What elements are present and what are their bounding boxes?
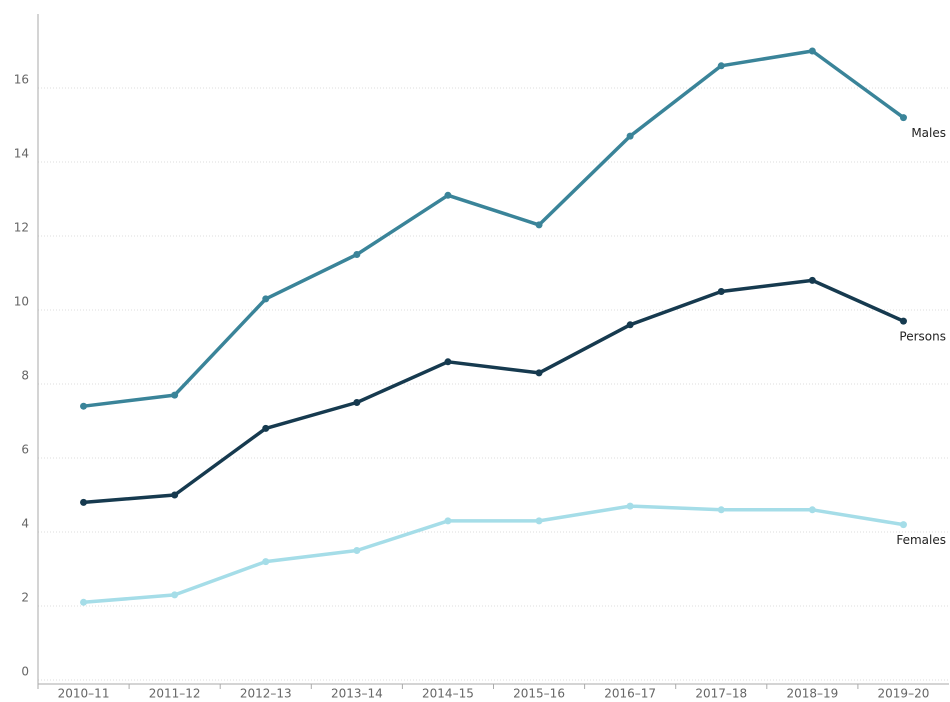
data-point bbox=[353, 399, 361, 406]
data-point bbox=[444, 358, 452, 366]
series-line bbox=[83, 504, 904, 605]
series-label: Persons bbox=[899, 330, 946, 344]
data-point bbox=[353, 251, 361, 258]
series-label: Females bbox=[896, 533, 946, 547]
data-point bbox=[899, 521, 907, 529]
data-point bbox=[899, 317, 907, 325]
x-tick-label: 2011–12 bbox=[149, 687, 201, 701]
x-tick-label: 2019–20 bbox=[878, 687, 930, 701]
data-point bbox=[808, 506, 816, 514]
data-point bbox=[80, 402, 88, 410]
data-point bbox=[808, 276, 816, 284]
data-point bbox=[535, 369, 543, 377]
data-point bbox=[444, 191, 452, 199]
y-tick-label: 2 bbox=[21, 591, 29, 605]
data-point bbox=[626, 321, 634, 329]
x-tick-label: 2016–17 bbox=[604, 687, 656, 701]
data-point bbox=[262, 295, 270, 303]
data-point bbox=[626, 132, 634, 140]
y-tick-label: 8 bbox=[21, 369, 29, 383]
data-point bbox=[717, 62, 725, 70]
data-point bbox=[626, 502, 634, 510]
data-point bbox=[171, 591, 179, 599]
x-tick-label: 2018–19 bbox=[786, 687, 838, 701]
x-tick-label: 2010–11 bbox=[58, 687, 110, 701]
x-tick-label: 2013–14 bbox=[331, 687, 383, 701]
series-line bbox=[83, 278, 905, 505]
y-tick-label: 6 bbox=[21, 443, 29, 457]
data-point bbox=[808, 47, 816, 55]
data-point bbox=[444, 517, 452, 525]
data-point bbox=[717, 288, 725, 295]
data-point bbox=[171, 391, 179, 399]
data-point bbox=[535, 517, 543, 525]
x-tick-label: 2015–16 bbox=[513, 687, 565, 701]
data-point bbox=[262, 424, 270, 432]
data-point bbox=[353, 547, 361, 554]
data-point bbox=[80, 498, 88, 506]
x-tick-label: 2017–18 bbox=[695, 687, 747, 701]
y-tick-label: 14 bbox=[14, 147, 29, 161]
series-label: Males bbox=[911, 126, 946, 140]
data-point bbox=[899, 114, 907, 122]
data-point bbox=[171, 491, 179, 499]
data-point bbox=[80, 598, 88, 606]
series-line bbox=[83, 49, 905, 408]
data-point bbox=[262, 558, 270, 566]
y-tick-label: 16 bbox=[14, 73, 29, 87]
x-tick-label: 2014–15 bbox=[422, 687, 474, 701]
data-point bbox=[717, 506, 725, 514]
x-tick-label: 2012–13 bbox=[240, 687, 292, 701]
y-tick-label: 0 bbox=[21, 665, 29, 679]
y-tick-label: 12 bbox=[14, 221, 29, 235]
y-tick-label: 10 bbox=[14, 295, 29, 309]
y-tick-label: 4 bbox=[21, 517, 29, 531]
data-point bbox=[535, 221, 543, 229]
